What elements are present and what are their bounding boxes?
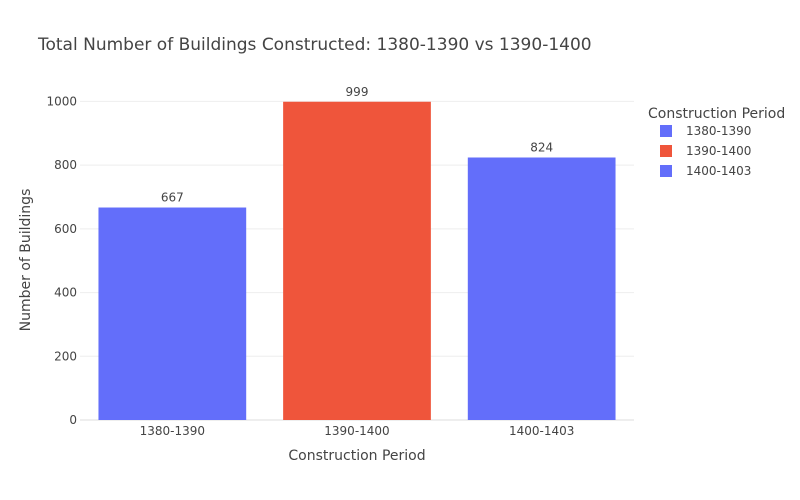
x-tick-label: 1380-1390 <box>140 424 205 438</box>
legend-item-1400-1403[interactable]: 1400-1403 <box>660 164 751 178</box>
y-tick-label: 800 <box>54 158 77 172</box>
legend-swatch <box>660 145 672 157</box>
chart-title: Total Number of Buildings Constructed: 1… <box>37 35 592 55</box>
y-tick-label: 600 <box>54 222 77 236</box>
bar-1400-1403[interactable] <box>467 157 616 420</box>
legend-item-1380-1390[interactable]: 1380-1390 <box>660 124 751 138</box>
legend: Construction Period 1380-1390 1390-1400 14… <box>648 106 785 178</box>
bar-1380-1390[interactable] <box>98 207 247 420</box>
x-axis-ticks: 1380-1390 1390-1400 1400-1403 <box>140 424 575 438</box>
bar-value-label: 824 <box>530 140 553 154</box>
bar-value-label: 999 <box>346 85 369 99</box>
y-axis-title: Number of Buildings <box>18 189 34 332</box>
bar-value-label: 667 <box>161 191 184 205</box>
y-tick-label: 200 <box>54 349 77 363</box>
y-tick-label: 1000 <box>46 94 77 108</box>
legend-label: 1390-1400 <box>686 144 751 158</box>
bars: 667 999 824 <box>98 85 616 421</box>
legend-swatch <box>660 125 672 137</box>
x-axis-title: Construction Period <box>288 448 425 464</box>
bar-1390-1400[interactable] <box>283 101 431 421</box>
y-tick-label: 400 <box>54 286 77 300</box>
legend-title: Construction Period <box>648 106 785 122</box>
legend-label: 1400-1403 <box>686 164 751 178</box>
x-tick-label: 1390-1400 <box>324 424 389 438</box>
legend-label: 1380-1390 <box>686 124 751 138</box>
x-tick-label: 1400-1403 <box>509 424 574 438</box>
legend-item-1390-1400[interactable]: 1390-1400 <box>660 144 751 158</box>
legend-swatch <box>660 165 672 177</box>
legend-items: 1380-1390 1390-1400 1400-1403 <box>660 124 751 178</box>
y-axis-ticks: 0 200 400 600 800 1000 <box>46 94 77 427</box>
y-tick-label: 0 <box>69 413 77 427</box>
